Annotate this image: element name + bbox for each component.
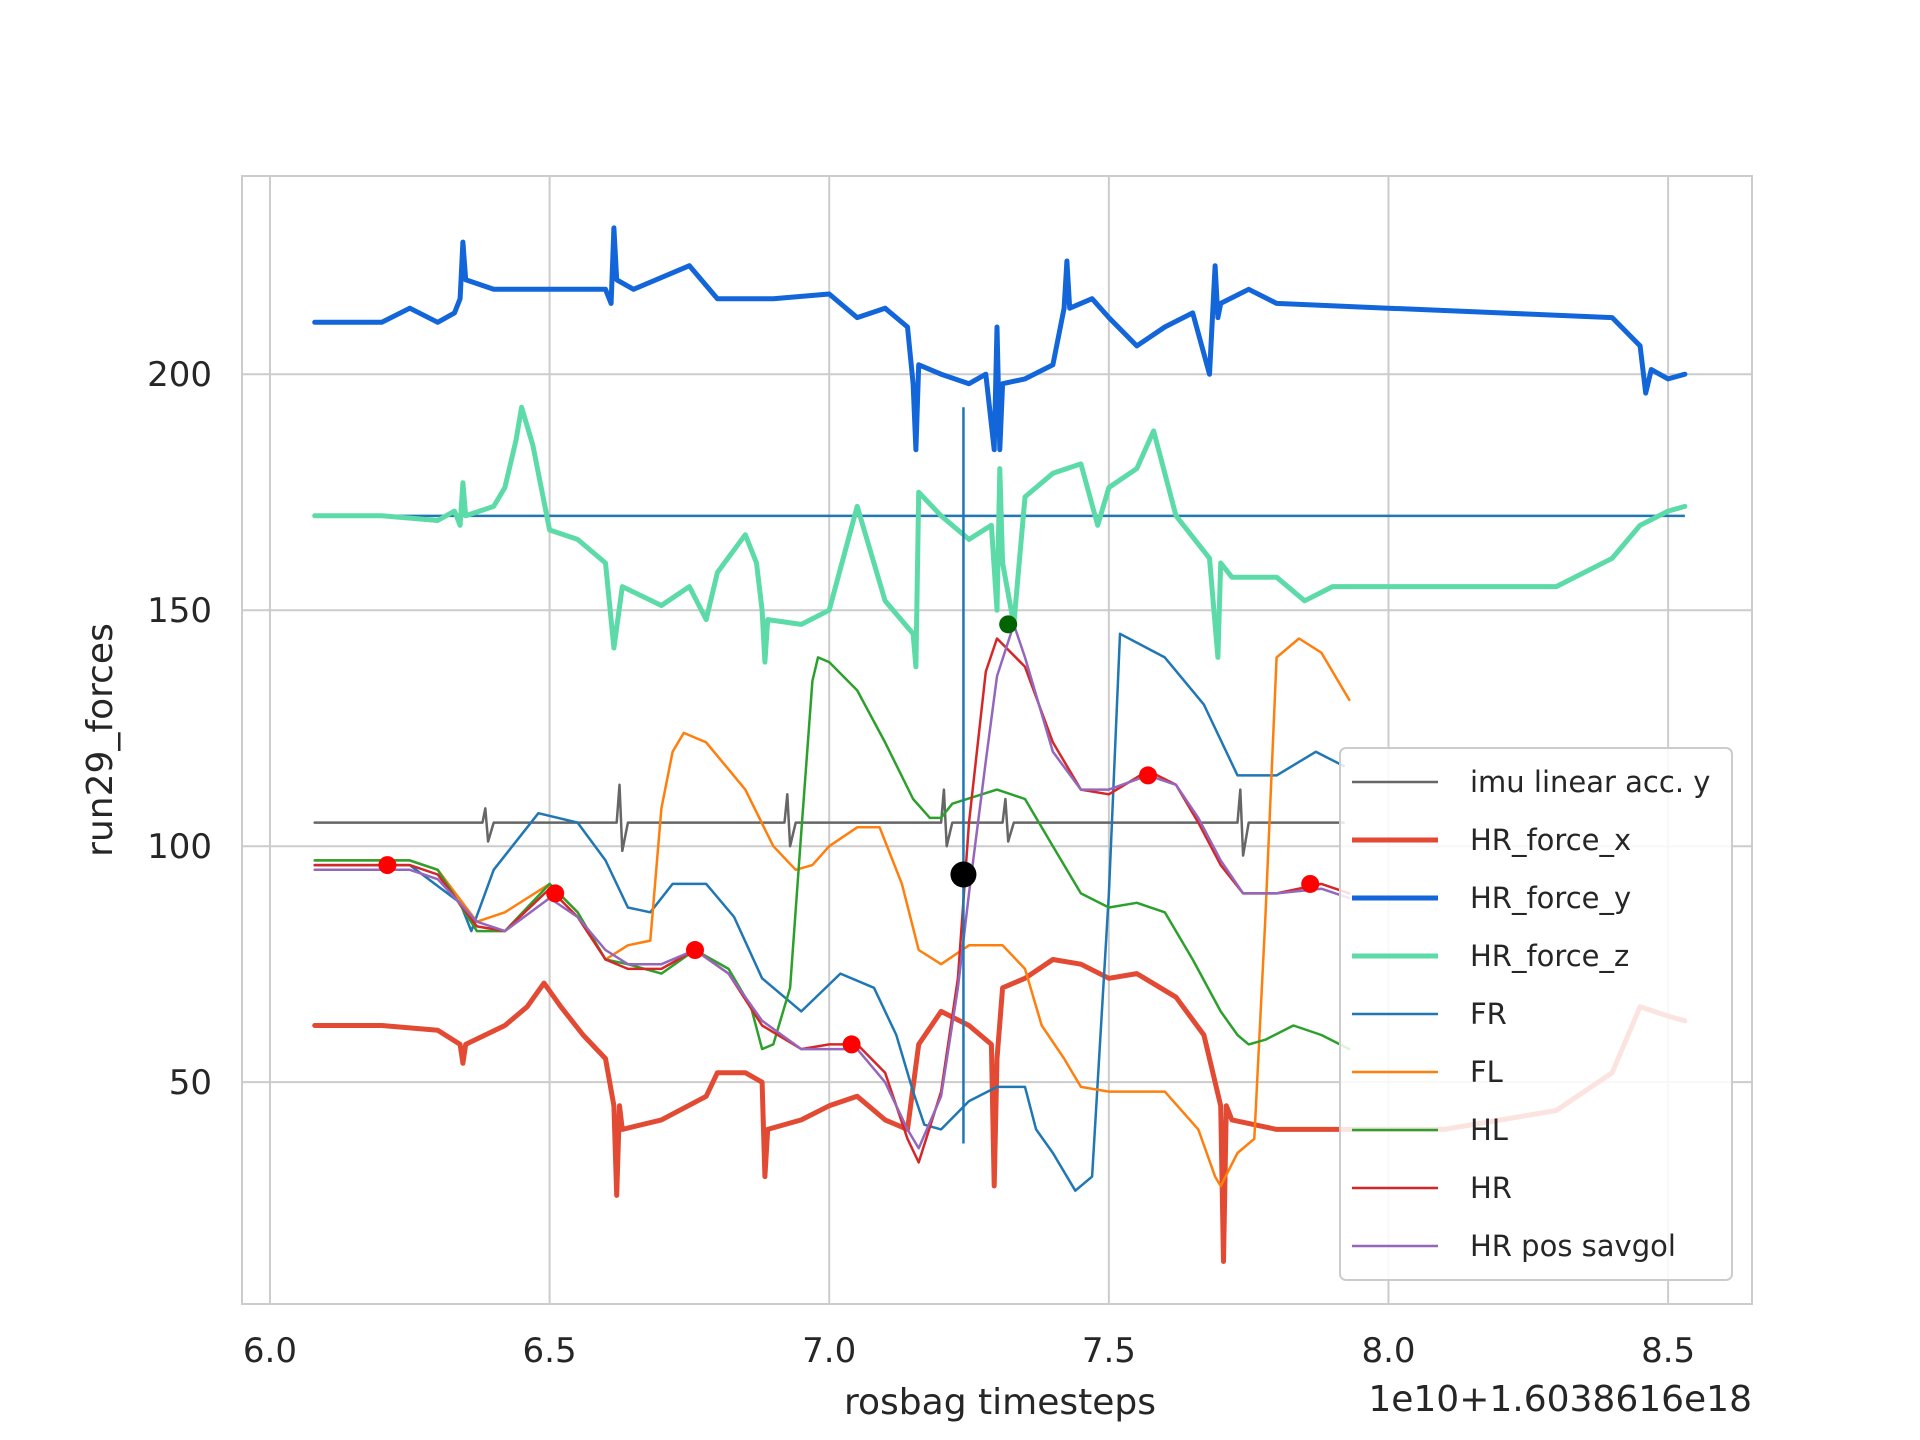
x-tick-label: 8.5 xyxy=(1641,1331,1695,1371)
series-line-hr-force-y xyxy=(312,225,1688,453)
red-marker-point xyxy=(378,856,397,875)
legend-label: HL xyxy=(1470,1113,1508,1147)
x-tick-label: 7.0 xyxy=(802,1331,856,1371)
x-tick-label: 6.5 xyxy=(523,1331,577,1371)
red-marker-point xyxy=(842,1035,861,1054)
series-layer xyxy=(312,225,1688,1264)
series-line-hr-force-z xyxy=(312,404,1688,670)
x-axis-label: rosbag timesteps xyxy=(844,1382,1156,1423)
legend-items: imu linear acc. y HR_force_x HR_force_y HR_… xyxy=(1352,765,1710,1263)
legend-label: HR_force_y xyxy=(1470,881,1631,915)
legend-label: HR xyxy=(1470,1171,1512,1205)
red-marker-point xyxy=(546,884,565,903)
legend-label: FR xyxy=(1470,997,1507,1031)
x-tick-label: 7.5 xyxy=(1082,1331,1136,1371)
y-tick-label: 200 xyxy=(147,355,212,395)
x-tick-label: 8.0 xyxy=(1361,1331,1415,1371)
red-marker-point xyxy=(686,941,704,960)
series-line-hr-force-x xyxy=(312,957,1688,1264)
legend: imu linear acc. y HR_force_x HR_force_y HR_… xyxy=(1339,747,1733,1281)
legend-label: FL xyxy=(1470,1055,1503,1089)
legend-box xyxy=(1339,747,1733,1281)
y-tick-label: 100 xyxy=(147,827,212,867)
series-line-hr-pos-savgol xyxy=(313,623,1351,1150)
legend-label: imu linear acc. y xyxy=(1470,765,1710,799)
red-marker-point xyxy=(1301,874,1320,893)
series-line-fr xyxy=(313,632,1345,1192)
y-tick-label: 50 xyxy=(169,1063,212,1103)
x-tick-label: 6.0 xyxy=(243,1331,297,1371)
y-tick-label: 150 xyxy=(147,591,212,631)
legend-label: HR_force_x xyxy=(1470,823,1631,857)
plot-frame xyxy=(241,175,1753,1305)
legend-label: HR_force_z xyxy=(1470,939,1629,973)
x-axis-offset-label: 1e10+1.6038616e18 xyxy=(1368,1379,1752,1420)
legend-label: HR pos savgol xyxy=(1470,1229,1676,1263)
tick-labels: 6.0 6.5 7.0 7.5 8.0 8.5 50 100 150 200 xyxy=(147,355,1695,1371)
y-axis-label: run29_forces xyxy=(80,623,121,857)
red-marker-point xyxy=(1139,766,1157,785)
green-marker-point xyxy=(999,615,1018,634)
marker-layer xyxy=(378,615,1320,1054)
black-marker-point xyxy=(950,861,977,888)
